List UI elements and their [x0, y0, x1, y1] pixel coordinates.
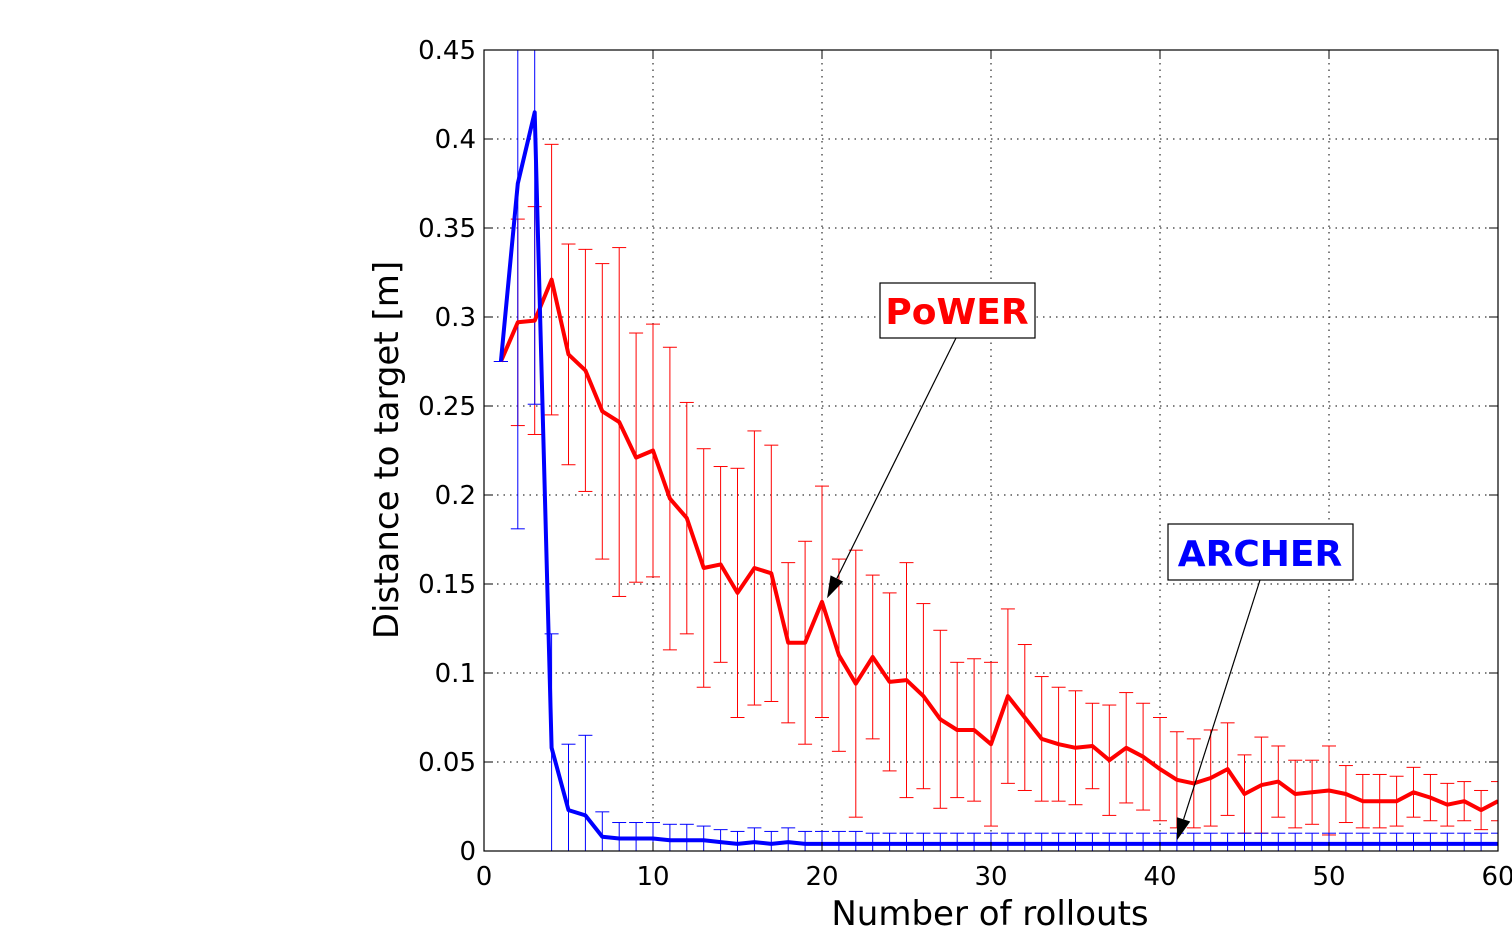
y-tick-label: 0.1 [435, 659, 476, 689]
y-tick-label: 0.45 [418, 36, 476, 66]
series-lines [498, 110, 1498, 846]
x-tick-label: 20 [805, 862, 838, 892]
y-tick-label: 0.2 [435, 481, 476, 511]
archer-label-box [1167, 523, 1354, 581]
power-line [499, 277, 1498, 813]
y-tick-label: 0.05 [418, 748, 476, 778]
x-tick-label: 50 [1312, 862, 1345, 892]
archer-label: ARCHER [1178, 534, 1342, 575]
y-tick-label: 0.25 [418, 392, 476, 422]
error-bars [493, 50, 1498, 851]
power-label: PoWER [885, 292, 1028, 333]
power-arrow-line [836, 337, 957, 579]
x-tick-label: 30 [974, 862, 1007, 892]
y-tick-label: 0 [459, 837, 476, 867]
x-tick-label: 40 [1143, 862, 1176, 892]
x-tick-label: 0 [476, 862, 493, 892]
tick-labels: 0 10 20 30 40 50 60 0 0.05 0.1 0.15 0.2 0.25 0.3 0.35 0… [418, 36, 1512, 892]
power-arrow-head [827, 575, 844, 599]
archer-line [498, 110, 1498, 846]
y-tick-label: 0.35 [418, 214, 476, 244]
axis-ticks [483, 49, 1499, 852]
y-axis-label: Distance to target [m] [367, 261, 407, 639]
y-tick-label: 0.3 [435, 303, 476, 333]
x-tick-label: 10 [636, 862, 669, 892]
y-tick-label: 0.15 [418, 570, 476, 600]
x-axis-label: Number of rollouts [831, 894, 1148, 934]
x-tick-label: 60 [1481, 862, 1512, 892]
archer-arrow-head [1176, 817, 1191, 841]
y-tick-label: 0.4 [435, 125, 476, 155]
archer-arrow-line [1183, 579, 1261, 820]
annotations: PoWER ARCHER [827, 282, 1354, 841]
power-label-box [879, 282, 1036, 339]
